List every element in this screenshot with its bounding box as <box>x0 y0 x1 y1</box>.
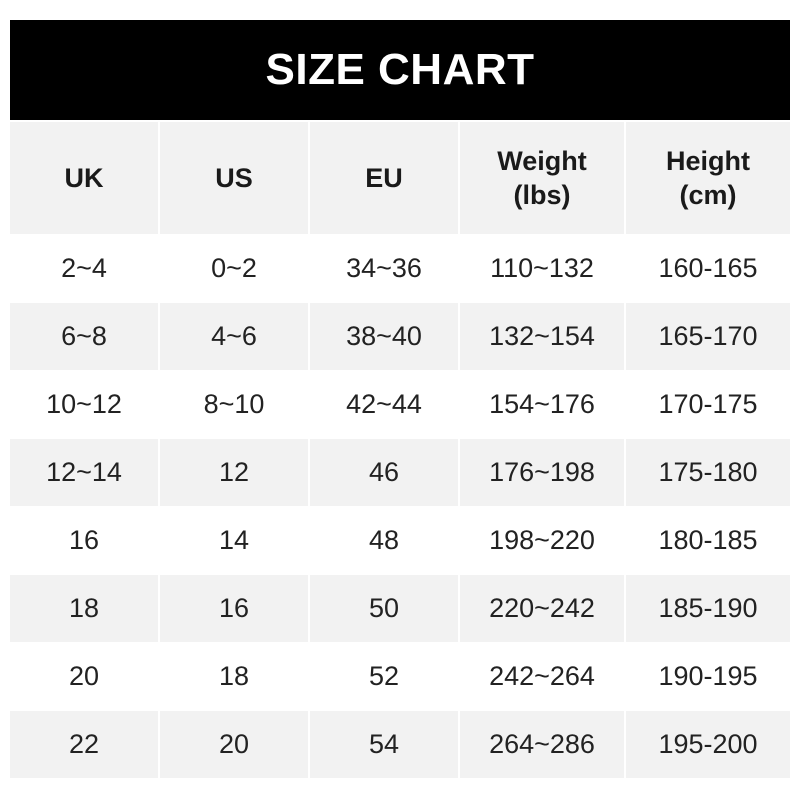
table-cell: 185-190 <box>626 575 790 642</box>
table-cell: 46 <box>310 439 458 506</box>
table-cell: 12~14 <box>10 439 158 506</box>
column-header: EU <box>310 122 458 234</box>
table-cell: 18 <box>10 575 158 642</box>
table-cell: 42~44 <box>310 371 458 438</box>
table-cell: 38~40 <box>310 303 458 370</box>
table-cell: 20 <box>160 711 308 778</box>
table-cell: 165-170 <box>626 303 790 370</box>
table-cell: 176~198 <box>460 439 624 506</box>
table-cell: 48 <box>310 507 458 574</box>
size-table: UK US EU Weight (lbs) Height (cm) 2~4 0~2 34~36… <box>10 122 790 778</box>
table-cell: 110~132 <box>460 235 624 302</box>
table-cell: 54 <box>310 711 458 778</box>
table-cell: 2~4 <box>10 235 158 302</box>
table-cell: 6~8 <box>10 303 158 370</box>
table-cell: 16 <box>10 507 158 574</box>
table-cell: 242~264 <box>460 643 624 710</box>
column-header: Weight (lbs) <box>460 122 624 234</box>
table-cell: 52 <box>310 643 458 710</box>
column-header: US <box>160 122 308 234</box>
table-cell: 10~12 <box>10 371 158 438</box>
table-cell: 20 <box>10 643 158 710</box>
table-cell: 16 <box>160 575 308 642</box>
table-cell: 198~220 <box>460 507 624 574</box>
table-cell: 170-175 <box>626 371 790 438</box>
table-cell: 160-165 <box>626 235 790 302</box>
table-cell: 175-180 <box>626 439 790 506</box>
table-cell: 50 <box>310 575 458 642</box>
table-cell: 0~2 <box>160 235 308 302</box>
table-cell: 14 <box>160 507 308 574</box>
column-header: Height (cm) <box>626 122 790 234</box>
table-cell: 154~176 <box>460 371 624 438</box>
table-cell: 180-185 <box>626 507 790 574</box>
table-cell: 34~36 <box>310 235 458 302</box>
table-cell: 8~10 <box>160 371 308 438</box>
table-cell: 220~242 <box>460 575 624 642</box>
size-chart-title: SIZE CHART <box>10 20 790 120</box>
column-header: UK <box>10 122 158 234</box>
table-cell: 132~154 <box>460 303 624 370</box>
table-cell: 22 <box>10 711 158 778</box>
table-cell: 4~6 <box>160 303 308 370</box>
table-cell: 195-200 <box>626 711 790 778</box>
table-cell: 18 <box>160 643 308 710</box>
table-cell: 12 <box>160 439 308 506</box>
table-cell: 264~286 <box>460 711 624 778</box>
table-cell: 190-195 <box>626 643 790 710</box>
